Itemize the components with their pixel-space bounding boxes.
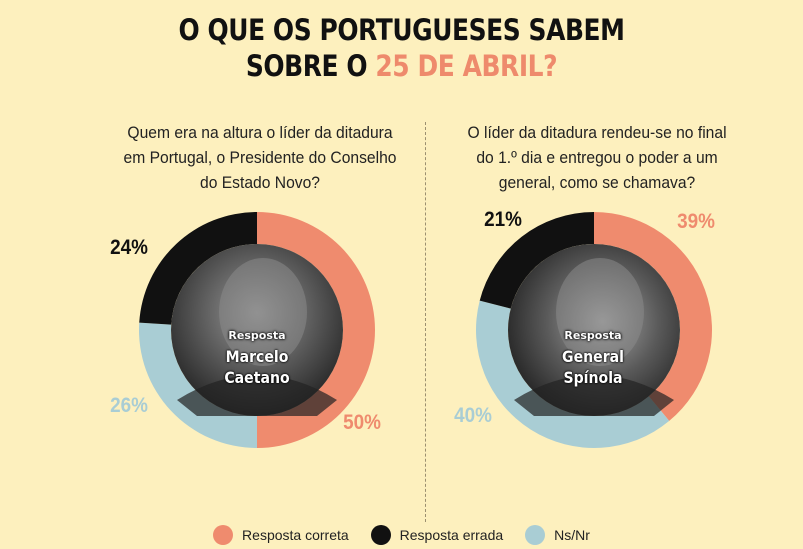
donut-2-slice-1 (594, 212, 712, 421)
donut-2-portrait-head (556, 258, 644, 366)
title-line-2-prefix: SOBRE O (245, 49, 376, 83)
answer-2-label: Resposta (564, 329, 622, 342)
slice-label-2-nsnr: 40% (454, 404, 492, 427)
legend-swatch-nsnr (525, 525, 546, 545)
answer-1: Resposta Marcelo Caetano (207, 330, 307, 388)
legend-item-correct: Resposta correta (213, 525, 349, 545)
panel-divider (425, 122, 426, 522)
slice-label-1-nsnr: 26% (110, 394, 148, 417)
legend-label-nsnr: Ns/Nr (554, 527, 590, 543)
legend-swatch-correct (213, 525, 234, 545)
answer-2-line-1: General (562, 347, 624, 366)
chart-title: O QUE OS PORTUGUESES SABEM SOBRE O 25 DE… (56, 12, 747, 84)
donut-2-slice-2 (476, 300, 670, 448)
donut-2-portrait-shoulders (514, 375, 674, 416)
answer-2: Resposta General Spínola (543, 330, 643, 388)
donut-chart-1 (139, 212, 375, 448)
legend-item-wrong: Resposta errada (370, 525, 504, 545)
answer-2-line-2: Spínola (563, 368, 623, 387)
donut-1-slice-1 (257, 212, 375, 448)
legend-item-nsnr: Ns/Nr (525, 525, 590, 545)
legend: Resposta correta Resposta errada Ns/Nr (0, 522, 803, 548)
slice-label-1-wrong: 24% (110, 236, 148, 259)
legend-label-wrong: Resposta errada (399, 527, 504, 543)
answer-1-label: Resposta (228, 329, 286, 342)
slice-label-2-wrong: 21% (484, 208, 522, 231)
legend-swatch-wrong (370, 525, 391, 545)
question-1: Quem era na altura o líder da ditadura e… (123, 123, 397, 192)
slice-label-2-correct: 39% (677, 210, 715, 233)
title-line-2-accent: 25 DE ABRIL? (375, 49, 558, 83)
answer-1-line-1: Marcelo (225, 347, 289, 366)
answer-1-line-2: Caetano (224, 368, 290, 387)
slice-label-1-correct: 50% (343, 411, 381, 434)
question-2: O líder da ditadura rendeu-se no final d… (467, 123, 727, 192)
title-line-2: SOBRE O 25 DE ABRIL? (56, 48, 747, 84)
title-line-1: O QUE OS PORTUGUESES SABEM (178, 13, 625, 47)
donut-1-slice-3 (139, 212, 257, 325)
donut-2-slice-3 (479, 212, 594, 309)
donut-1-portrait-shoulders (177, 375, 337, 416)
donut-1-slice-2 (139, 322, 257, 448)
donut-chart-2 (476, 212, 712, 448)
legend-label-correct: Resposta correta (242, 527, 349, 543)
donut-1-portrait-head (219, 258, 307, 366)
